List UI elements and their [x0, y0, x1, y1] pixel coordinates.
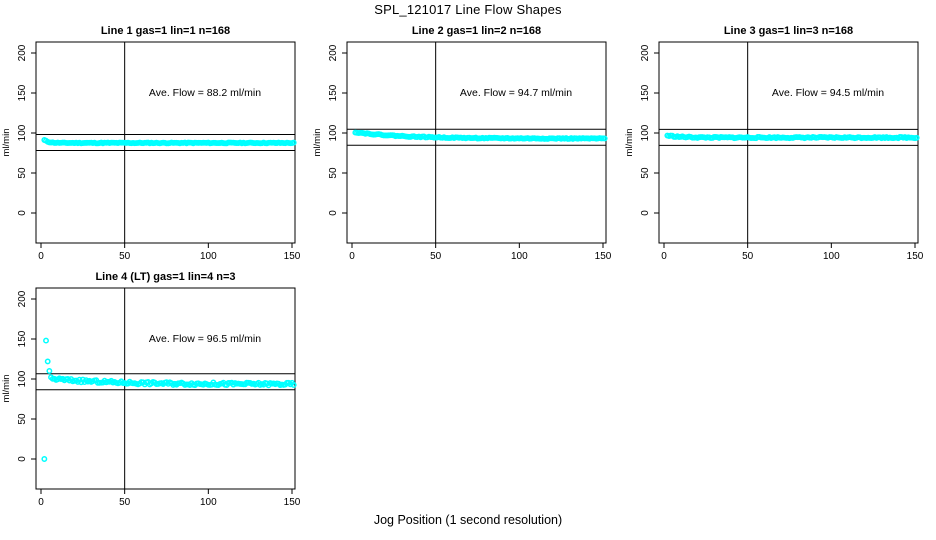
- x-axis-label: Jog Position (1 second resolution): [373, 513, 563, 527]
- x-tick-label: 0: [38, 497, 44, 508]
- plot-line-1-svg: Line 1 gas=1 lin=1 n=168 0 50 100 150 0 50 100 1…: [1, 25, 301, 262]
- x-tick-label: 150: [595, 251, 612, 262]
- data-point: [601, 135, 608, 142]
- y-axis-label: ml/min: [1, 375, 12, 403]
- x-tick-label: 100: [511, 251, 528, 262]
- data-point: [44, 358, 51, 365]
- x-tick-label: 150: [284, 497, 301, 508]
- x-tick-label: 0: [661, 251, 667, 262]
- plot-box: [35, 287, 296, 490]
- y-tick-label: 50: [328, 167, 339, 179]
- y-tick-label: 200: [17, 44, 28, 61]
- y-tick-label: 200: [17, 290, 28, 307]
- plot-box: [658, 41, 919, 244]
- panel-title: Line 1 gas=1 lin=1 n=168: [101, 25, 230, 37]
- x-tick-label: 0: [349, 251, 355, 262]
- y-axis-label: ml/min: [1, 129, 12, 157]
- data-point: [41, 456, 48, 462]
- data-point: [290, 139, 297, 146]
- page-title: SPL_121017 Line Flow Shapes: [374, 2, 562, 17]
- avg-flow-annotation: Ave. Flow = 88.2 ml/min: [149, 87, 261, 99]
- x-tick-label: 0: [38, 251, 44, 262]
- y-tick-label: 100: [17, 124, 28, 141]
- data-point: [290, 382, 297, 388]
- y-axis-label: ml/min: [624, 129, 635, 157]
- avg-flow-annotation: Ave. Flow = 94.7 ml/min: [460, 87, 572, 99]
- y-tick-label: 0: [17, 456, 28, 462]
- data-point: [46, 368, 53, 374]
- data-point: [913, 134, 920, 141]
- y-tick-label: 50: [17, 413, 28, 425]
- y-tick-label: 0: [17, 210, 28, 216]
- plot-box: [346, 41, 607, 244]
- y-axis-label: ml/min: [312, 129, 323, 157]
- y-tick-label: 100: [17, 370, 28, 387]
- panel-title: Line 2 gas=1 lin=2 n=168: [412, 25, 541, 37]
- panel-title: Line 3 gas=1 lin=3 n=168: [724, 25, 853, 37]
- y-tick-label: 200: [328, 44, 339, 61]
- panel-line-2: Line 2 gas=1 lin=2 n=168 0 50 100 150 0 50 100 1…: [311, 20, 623, 270]
- panel-line-1: Line 1 gas=1 lin=1 n=168 0 50 100 150 0 50 100 1…: [0, 20, 312, 270]
- avg-flow-annotation: Ave. Flow = 96.5 ml/min: [149, 333, 261, 345]
- y-tick-label: 100: [328, 124, 339, 141]
- x-tick-label: 150: [284, 251, 301, 262]
- x-tick-label: 100: [823, 251, 840, 262]
- y-tick-label: 100: [640, 124, 651, 141]
- avg-flow-annotation: Ave. Flow = 94.5 ml/min: [772, 87, 884, 99]
- data-point: [43, 337, 49, 344]
- plot-line-4-svg: Line 4 (LT) gas=1 lin=4 n=3 0 50 100 150 0 50 1…: [1, 271, 301, 508]
- y-tick-label: 200: [640, 44, 651, 61]
- x-tick-label: 50: [119, 497, 131, 508]
- x-tick-label: 100: [200, 251, 217, 262]
- y-tick-label: 0: [328, 210, 339, 216]
- panel-title: Line 4 (LT) gas=1 lin=4 n=3: [95, 271, 235, 283]
- x-tick-label: 150: [907, 251, 924, 262]
- y-tick-label: 50: [640, 167, 651, 179]
- y-tick-label: 0: [640, 210, 651, 216]
- panel-line-3: Line 3 gas=1 lin=3 n=168 0 50 100 150 0 50 100 1…: [623, 20, 935, 270]
- y-tick-label: 150: [328, 84, 339, 101]
- plot-line-3-svg: Line 3 gas=1 lin=3 n=168 0 50 100 150 0 50 100 1…: [624, 25, 924, 262]
- y-tick-label: 150: [17, 330, 28, 347]
- x-tick-label: 50: [742, 251, 754, 262]
- y-tick-label: 150: [17, 84, 28, 101]
- y-tick-label: 50: [17, 167, 28, 179]
- y-tick-label: 150: [640, 84, 651, 101]
- x-tick-label: 50: [119, 251, 131, 262]
- plot-box: [35, 41, 296, 244]
- plot-line-2-svg: Line 2 gas=1 lin=2 n=168 0 50 100 150 0 50 100 1…: [312, 25, 612, 262]
- x-tick-label: 100: [200, 497, 217, 508]
- panel-line-4: Line 4 (LT) gas=1 lin=4 n=3 0 50 100 150 0 50 1…: [0, 266, 312, 516]
- x-tick-label: 50: [430, 251, 442, 262]
